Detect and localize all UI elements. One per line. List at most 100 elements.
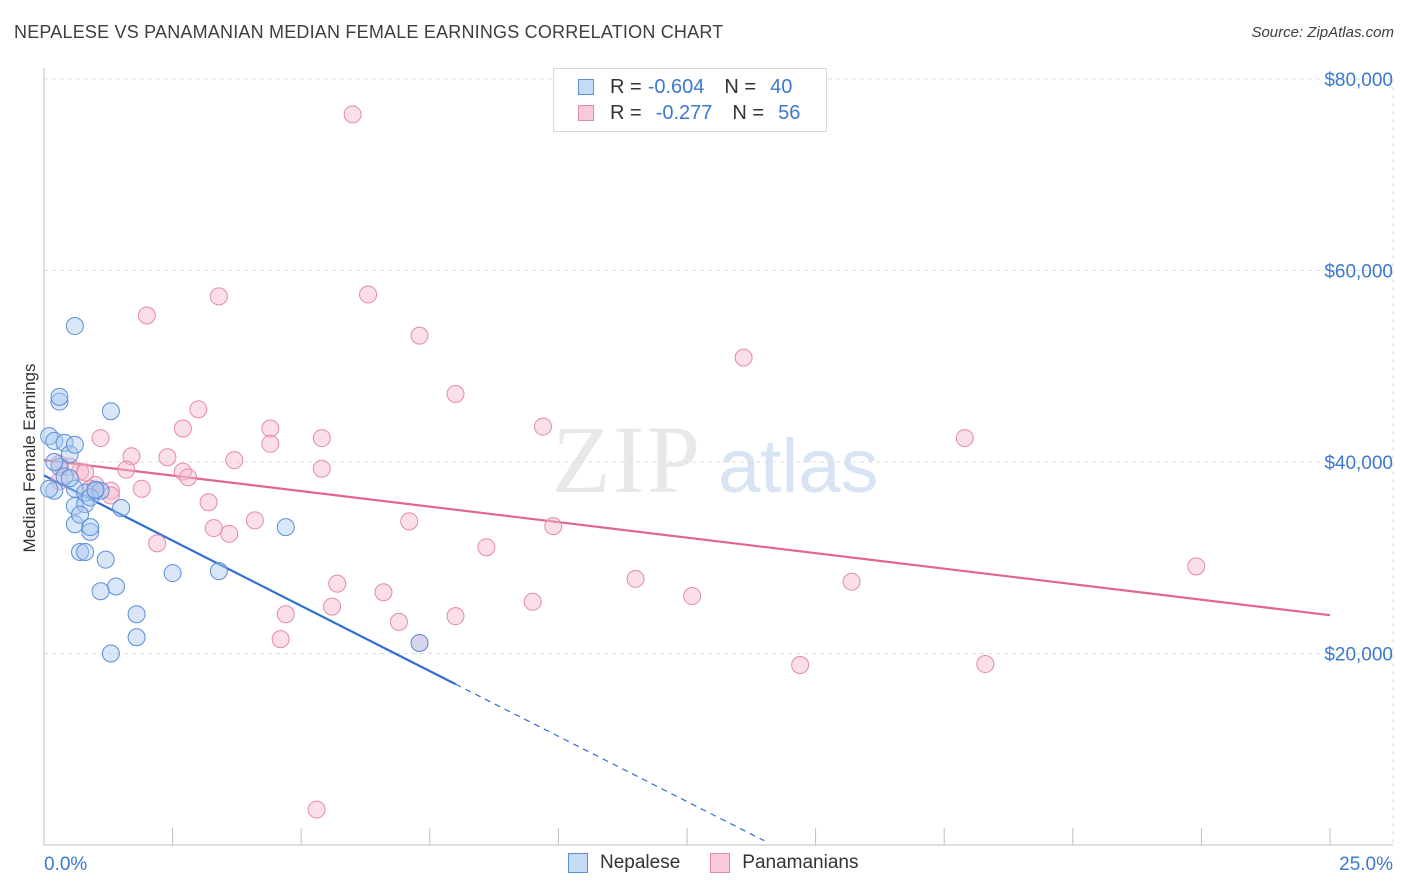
panamanians-point	[199, 493, 218, 512]
nepalese-legend-label: Nepalese	[600, 852, 681, 873]
panamanians-trend-line	[43, 458, 1331, 617]
panamanians-point	[117, 460, 136, 479]
panamanians-point	[410, 326, 429, 345]
nepalese-point	[101, 402, 120, 421]
nepalese-point	[410, 633, 429, 652]
nepalese-point	[76, 543, 95, 562]
nepalese-point	[60, 445, 79, 464]
nepalese-point	[107, 577, 126, 596]
panamanians-point	[158, 448, 177, 467]
panamanians-point	[76, 463, 95, 482]
trend-lines	[43, 458, 1331, 842]
nepalese-point	[40, 479, 59, 498]
panamanians-point	[343, 105, 362, 124]
panamanians-point	[307, 800, 326, 819]
correlation-legend: R = -0.604 N = 40 R = -0.277 N = 56	[553, 68, 827, 132]
panamanians-point	[179, 468, 198, 487]
tick-labels: $20,000 $40,000 $60,000 $80,000 0.0% 25.0%	[44, 70, 1393, 875]
panamanians-point	[204, 519, 223, 538]
nepalese-point	[101, 644, 120, 663]
nepalese-point	[86, 480, 105, 499]
axes	[43, 68, 1393, 846]
legend-item-nepalese[interactable]: Nepalese	[568, 852, 680, 874]
legend-item-panamanians[interactable]: Panamanians	[710, 852, 858, 874]
n-label: N =	[724, 75, 757, 98]
chart-title: NEPALESE VS PANAMANIAN MEDIAN FEMALE EAR…	[14, 22, 724, 42]
panamanians-point	[523, 592, 542, 611]
chart-source: Source: ZipAtlas.com	[1251, 24, 1394, 41]
r-label: R =	[610, 101, 642, 124]
y-tick-label: $80,000	[1324, 70, 1393, 91]
nepalese-swatch	[578, 79, 594, 95]
y-tick-label: $40,000	[1324, 453, 1393, 474]
nepalese-trend-extension	[455, 683, 765, 842]
watermark-atlas: atlas	[718, 424, 879, 509]
series-legend: Nepalese Panamanians	[568, 852, 888, 874]
panamanians-point	[137, 306, 156, 325]
legend-row-nepalese: R = -0.604 N = 40	[578, 75, 792, 99]
n-label: N =	[732, 101, 765, 124]
panamanians-point	[261, 434, 280, 453]
panamanians-point	[225, 451, 244, 470]
panamanians-point	[955, 429, 974, 448]
nepalese-point	[81, 522, 100, 541]
nepalese-point	[91, 582, 110, 601]
panamanians-swatch	[578, 105, 594, 121]
nepalese-point	[81, 518, 100, 537]
panamanians-legend-label: Panamanians	[742, 852, 859, 873]
panamanians-point	[533, 417, 552, 436]
panamanians-point	[389, 612, 408, 631]
panamanians-point	[791, 655, 810, 674]
panamanians-point	[148, 534, 167, 553]
panamanians-point	[209, 287, 228, 306]
panamanians-point	[173, 462, 192, 481]
panamanians-point	[328, 574, 347, 593]
panamanians-point	[374, 583, 393, 602]
nepalese-point	[209, 562, 228, 581]
panamanians-point	[276, 605, 295, 624]
nepalese-point	[112, 498, 131, 517]
panamanians-point	[446, 385, 465, 404]
panamanians-point	[189, 400, 208, 419]
nepalese-point	[91, 481, 110, 500]
panamanians-point	[220, 524, 239, 543]
panamanians-point	[312, 429, 331, 448]
nepalese-point	[71, 505, 90, 524]
panamanians-point	[544, 517, 563, 536]
n-value: 40	[770, 75, 793, 98]
watermark-zip: ZIP	[552, 406, 702, 513]
nepalese-point	[40, 427, 59, 446]
nepalese-point	[65, 317, 84, 336]
grid	[44, 78, 1394, 845]
r-label: R =	[610, 75, 642, 98]
legend-row-panamanians: R = -0.277 N = 56	[578, 101, 800, 125]
panamanians-point	[477, 538, 496, 557]
nepalese-point	[127, 605, 146, 624]
panamanians-point	[245, 511, 264, 530]
nepalese-point	[50, 457, 69, 476]
y-axis-label: Median Female Earnings	[20, 364, 39, 553]
nepalese-point	[127, 628, 146, 647]
panamanians-point	[1187, 557, 1206, 576]
nepalese-point	[65, 435, 84, 454]
nepalese-legend-swatch	[568, 853, 588, 873]
panamanians-point	[976, 655, 995, 674]
x-tick-label-max: 25.0%	[1339, 854, 1393, 875]
panamanians-legend-swatch	[710, 853, 731, 873]
nepalese-point	[276, 518, 295, 537]
panamanians-point	[683, 587, 702, 606]
panamanians-point	[323, 597, 342, 616]
panamanians-point	[842, 572, 861, 591]
nepalese-point	[163, 564, 182, 583]
nepalese-point	[50, 387, 69, 406]
panamanians-point	[626, 569, 645, 588]
nepalese-points	[40, 317, 429, 663]
panamanians-point	[446, 607, 465, 626]
panamanians-point	[261, 419, 280, 438]
panamanians-point	[271, 630, 290, 649]
panamanians-point	[101, 481, 120, 500]
nepalese-point	[45, 453, 64, 471]
y-tick-label: $20,000	[1324, 645, 1393, 666]
nepalese-point	[60, 469, 79, 488]
